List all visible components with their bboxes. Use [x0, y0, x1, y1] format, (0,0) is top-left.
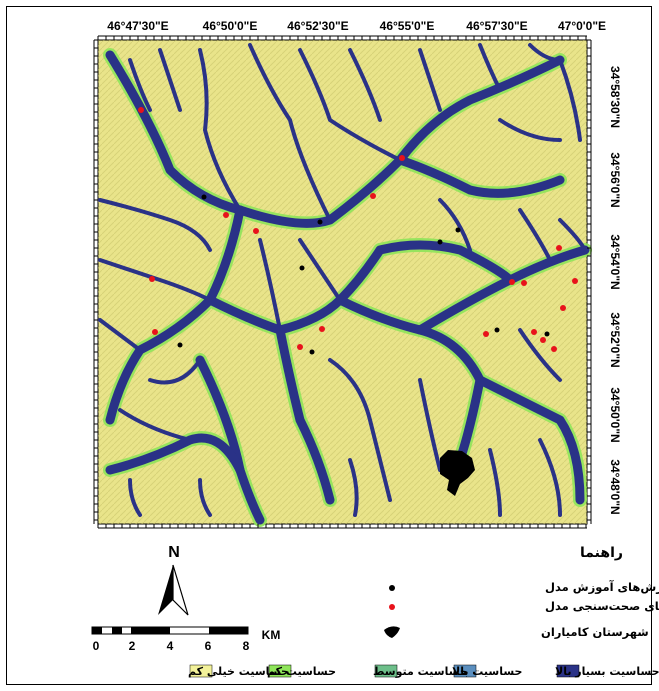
validation-landslide-point: [223, 212, 229, 218]
legend-swatch: [453, 664, 477, 678]
lon-label: 46°57'30"E: [466, 19, 527, 33]
town-symbol: [384, 626, 400, 638]
legend-class-label: حساسیت بسیار بالا: [555, 665, 659, 678]
longitude-labels: 46°47'30"E 46°50'0"E 46°52'30"E 46°55'0"…: [107, 19, 606, 33]
training-landslide-point: [437, 239, 443, 245]
legend-swatch: [189, 664, 213, 678]
training-landslide-point: [494, 327, 500, 333]
legend-swatch: [268, 664, 292, 678]
training-landslide-point: [309, 349, 315, 355]
training-landslide-point: [455, 227, 461, 233]
training-landslide-point: [299, 265, 305, 271]
validation-landslide-point: [370, 193, 376, 199]
legend-class-label: حساسیت کم: [267, 665, 336, 678]
validation-landslide-point: [560, 305, 566, 311]
training-landslide-point: [177, 342, 183, 348]
validation-landslide-point: [509, 279, 515, 285]
latitude-labels: 34°58'30"N 34°56'0"N 34°54'0"N 34°52'0"N…: [608, 66, 622, 515]
legend-swatch: [374, 664, 398, 678]
validation-landslide-point: [521, 280, 527, 286]
lon-label: 47°0'0"E: [558, 19, 606, 33]
validation-landslide-points: [138, 107, 578, 352]
town-area: [440, 450, 475, 496]
legend: راهنما لغزش‌های آموزش مدل لغزش‌های صحت‌س…: [188, 545, 659, 678]
legend-item-label: لغزش‌های صحت‌سنجی مدل: [545, 599, 659, 613]
scale-tick: 6: [205, 639, 212, 653]
legend-item-label: لغزش‌های آموزش مدل: [545, 580, 659, 595]
training-landslide-points: [177, 194, 550, 355]
validation-landslide-point: [572, 278, 578, 284]
training-landslide-point: [201, 194, 207, 200]
validation-landslide-point: [551, 346, 557, 352]
scale-unit: KM: [262, 628, 281, 642]
lon-label: 46°52'30"E: [287, 19, 348, 33]
training-point-symbol: [389, 585, 395, 591]
legend-swatch: [556, 664, 580, 678]
legend-title: راهنما: [580, 545, 623, 561]
validation-landslide-point: [138, 107, 144, 113]
validation-landslide-point: [483, 331, 489, 337]
validation-landslide-point: [540, 337, 546, 343]
scale-tick: 2: [129, 639, 136, 653]
validation-landslide-point: [253, 228, 259, 234]
legend-item-label: شهرستان کامیاران: [541, 625, 649, 639]
north-label: N: [168, 544, 180, 561]
lat-label: 34°58'30"N: [608, 66, 622, 128]
scale-tick: 8: [243, 639, 250, 653]
validation-landslide-point: [556, 245, 562, 251]
scale-tick: 4: [167, 639, 174, 653]
scale-tick: 0: [93, 639, 100, 653]
lat-label: 34°52'0"N: [608, 312, 622, 367]
lat-label: 34°56'0"N: [608, 152, 622, 207]
north-arrow-icon: N: [158, 544, 189, 616]
validation-landslide-point: [149, 276, 155, 282]
training-landslide-point: [544, 331, 550, 337]
validation-landslide-point: [152, 329, 158, 335]
scale-bar: 0 2 4 6 8 KM: [91, 626, 281, 653]
legend-class-label: حساسیت خیلی کم: [188, 665, 289, 678]
validation-landslide-point: [297, 344, 303, 350]
lon-label: 46°47'30"E: [107, 19, 168, 33]
lon-label: 46°50'0"E: [203, 19, 258, 33]
validation-point-symbol: [389, 604, 395, 610]
validation-landslide-point: [399, 155, 405, 161]
legend-class-label: حساسیت متوسط: [373, 665, 468, 678]
validation-landslide-point: [531, 329, 537, 335]
lat-label: 34°54'0"N: [608, 234, 622, 289]
graticule-ticks: [93, 35, 592, 529]
lat-label: 34°48'0"N: [608, 459, 622, 514]
validation-landslide-point: [319, 326, 325, 332]
training-landslide-point: [317, 219, 323, 225]
lon-label: 46°55'0"E: [380, 19, 435, 33]
legend-class-label: حساسیت بالا: [452, 665, 523, 678]
lat-label: 34°50'0"N: [608, 387, 622, 442]
map-frame: [6, 6, 652, 685]
